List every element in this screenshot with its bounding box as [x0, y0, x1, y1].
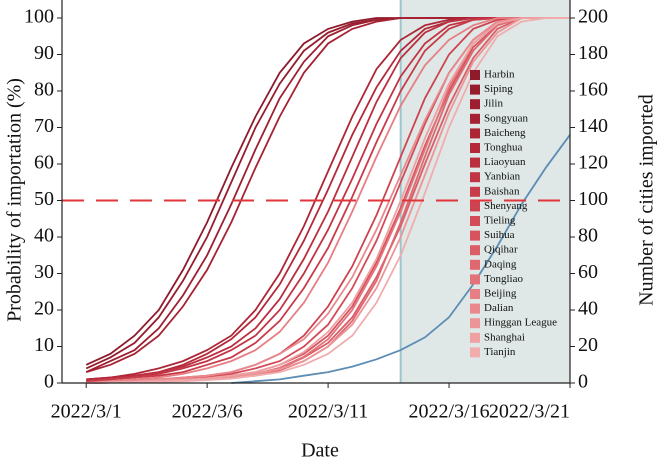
legend-swatch — [470, 99, 480, 110]
probability-line — [86, 17, 570, 384]
legend-label: Baishan — [484, 185, 520, 197]
y2-tick-label: 200 — [578, 6, 608, 28]
legend-swatch — [470, 128, 480, 139]
legend-label: Qiqihar — [484, 244, 518, 256]
x-tick-label: 2022/3/16 — [408, 401, 489, 423]
legend-swatch — [470, 172, 480, 183]
legend-label: Tieling — [484, 215, 516, 227]
legend-label: Hinggan League — [484, 317, 557, 329]
y-tick-label: 70 — [34, 115, 54, 137]
x-tick-label: 2022/3/11 — [288, 401, 368, 423]
legend-label: Yanbian — [484, 171, 521, 183]
y2-tick-label: 180 — [578, 42, 608, 64]
legend-swatch — [470, 274, 480, 285]
legend-swatch — [470, 201, 480, 212]
y-tick-label: 80 — [34, 79, 54, 101]
legend-swatch — [470, 216, 480, 226]
legend-swatch — [470, 289, 480, 299]
y2-tick-label: 60 — [578, 261, 598, 283]
legend-swatch — [470, 84, 480, 95]
legend-swatch — [470, 245, 480, 256]
legend-label: Siping — [484, 83, 513, 95]
probability-line — [86, 17, 570, 384]
legend-label: Songyuan — [484, 112, 529, 124]
legend-swatch — [470, 113, 480, 124]
y-tick-label: 0 — [44, 371, 54, 393]
y-tick-label: 20 — [34, 298, 54, 320]
legend-swatch — [470, 303, 480, 314]
x-tick-label: 2022/3/21 — [489, 401, 570, 423]
legend-label: Tongliao — [484, 273, 523, 285]
probability-line — [86, 17, 570, 383]
shaded-region — [400, 0, 570, 383]
y2-tick-label: 80 — [578, 225, 598, 247]
y-tick-label: 10 — [34, 334, 54, 356]
legend-swatch — [470, 332, 480, 343]
probability-line — [86, 17, 570, 384]
cities-line — [231, 134, 571, 384]
legend-swatch — [470, 318, 480, 329]
legend-swatch — [470, 186, 480, 197]
legend-label: Jilin — [484, 98, 503, 110]
y-tick-label: 60 — [34, 152, 54, 174]
legend-label: Shanghai — [484, 331, 525, 343]
legend-swatch — [470, 259, 480, 270]
legend-swatch — [470, 347, 480, 358]
legend-label: Beijing — [484, 288, 517, 300]
y2-tick-label: 100 — [578, 188, 608, 210]
legend-label: Shenyang — [484, 200, 528, 212]
y2-tick-label: 0 — [578, 371, 588, 393]
y2-axis-label: Number of cities imported — [636, 94, 658, 306]
legend-label: Tianjin — [484, 346, 516, 358]
y2-tick-label: 20 — [578, 334, 598, 356]
y-axis-label: Probability of importation (%) — [4, 78, 26, 322]
x-tick-label: 2022/3/6 — [172, 401, 243, 423]
legend-label: Liaoyuan — [484, 156, 526, 168]
x-tick-label: 2022/3/1 — [51, 401, 122, 423]
legend-label: Baicheng — [484, 127, 526, 139]
x-axis-label: Date — [301, 440, 339, 462]
probability-line — [86, 17, 570, 384]
y-tick-label: 90 — [34, 42, 54, 64]
legend-label: Daqing — [484, 258, 517, 270]
legend-label: Harbin — [484, 69, 515, 81]
legend-label: Dalian — [484, 302, 514, 314]
y-tick-label: 100 — [24, 6, 54, 28]
y-tick-label: 40 — [34, 225, 54, 247]
y2-tick-label: 140 — [578, 115, 608, 137]
legend-swatch — [470, 70, 480, 80]
legend-label: Tonghua — [484, 142, 522, 154]
legend-swatch — [470, 157, 480, 168]
legend-label: Suihua — [484, 229, 515, 241]
y-tick-label: 50 — [34, 188, 54, 210]
y2-tick-label: 120 — [578, 152, 608, 174]
legend-swatch — [470, 230, 480, 241]
y2-tick-label: 160 — [578, 79, 608, 101]
y2-tick-label: 40 — [578, 298, 598, 320]
y-tick-label: 30 — [34, 261, 54, 283]
legend-swatch — [470, 143, 480, 153]
